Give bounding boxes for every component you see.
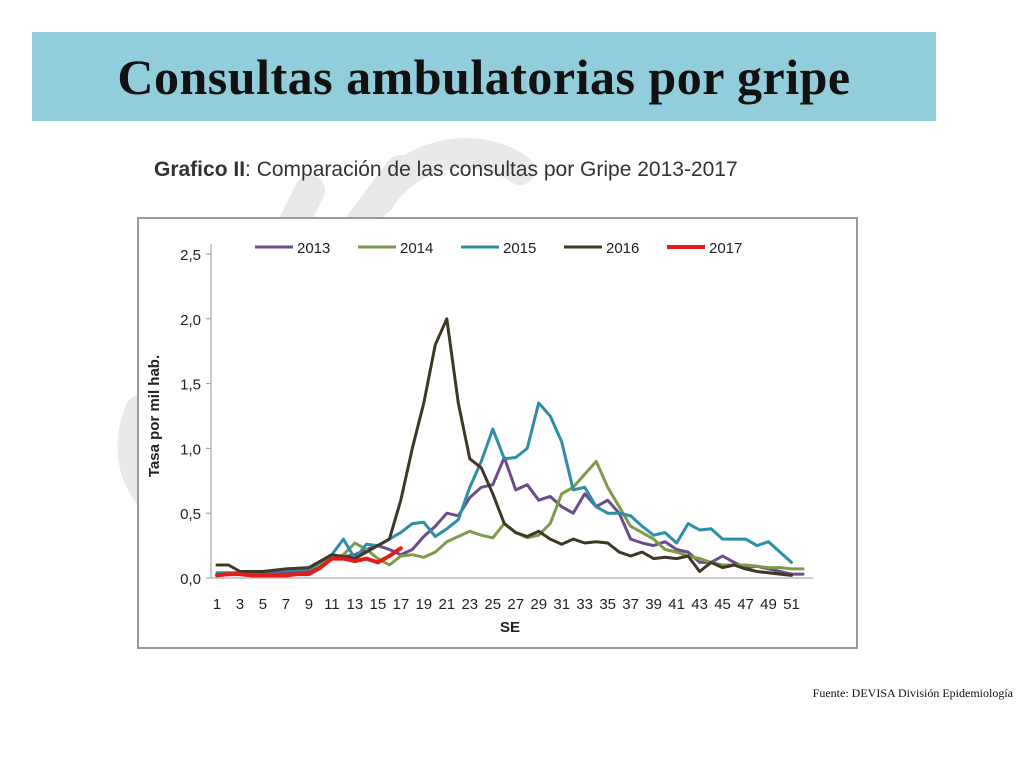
series-line-2013 bbox=[215, 456, 805, 577]
series-line-2016 bbox=[215, 317, 793, 577]
x-tick-label: 7 bbox=[282, 596, 290, 613]
x-tick-label: 45 bbox=[714, 596, 731, 613]
legend-label-2016: 2016 bbox=[606, 240, 639, 257]
x-tick-label: 33 bbox=[576, 596, 593, 613]
x-tick-label: 49 bbox=[760, 596, 777, 613]
x-tick-label: 23 bbox=[461, 596, 478, 613]
x-tick-label: 3 bbox=[236, 596, 244, 613]
x-tick-label: 1 bbox=[213, 596, 221, 613]
x-tick-label: 31 bbox=[553, 596, 570, 613]
x-tick-label: 15 bbox=[370, 596, 387, 613]
y-tick-label: 2,0 bbox=[180, 312, 201, 329]
x-tick-label: 39 bbox=[645, 596, 662, 613]
chart-heading-bold: Grafico II bbox=[154, 158, 246, 181]
x-tick-label: 5 bbox=[259, 596, 267, 613]
x-tick-label: 19 bbox=[415, 596, 432, 613]
x-axis-label: SE bbox=[500, 619, 520, 636]
line-chart: 0,00,51,01,52,02,51 3 5 7 9 11 13 15 17 19 21 23 25 2… bbox=[146, 240, 813, 636]
legend-label-2014: 2014 bbox=[400, 240, 433, 257]
y-tick-label: 0,5 bbox=[180, 506, 201, 523]
x-tick-label: 27 bbox=[507, 596, 524, 613]
series-line-2015 bbox=[215, 401, 793, 575]
y-tick-label: 1,5 bbox=[180, 377, 201, 394]
x-tick-label: 13 bbox=[347, 596, 364, 613]
x-tick-label: 43 bbox=[691, 596, 708, 613]
legend-label-2015: 2015 bbox=[503, 240, 536, 257]
x-tick-label: 37 bbox=[622, 596, 639, 613]
y-tick-label: 0,0 bbox=[180, 571, 201, 588]
slide-title: Consultas ambulatorias por gripe bbox=[117, 48, 851, 105]
chart-heading-rest: : Comparación de las consultas por Gripe… bbox=[245, 158, 738, 181]
x-tick-label: 9 bbox=[305, 596, 313, 613]
x-tick-label: 29 bbox=[530, 596, 547, 613]
x-tick-label: 25 bbox=[484, 596, 501, 613]
x-tick-label: 11 bbox=[324, 596, 340, 613]
x-tick-label: 47 bbox=[737, 596, 754, 613]
x-tick-label: 51 bbox=[783, 596, 800, 613]
y-tick-label: 2,5 bbox=[180, 247, 201, 264]
x-tick-label: 17 bbox=[392, 596, 409, 613]
y-tick-label: 1,0 bbox=[180, 441, 201, 458]
x-tick-label: 21 bbox=[438, 596, 455, 613]
x-tick-label: 41 bbox=[668, 596, 685, 613]
y-axis-label: Tasa por mil hab. bbox=[146, 355, 163, 477]
source-note: Fuente: DEVISA División Epidemiología bbox=[812, 686, 1013, 700]
series-line-2017 bbox=[215, 546, 403, 578]
chart-heading: Grafico II: Comparación de las consultas… bbox=[154, 158, 738, 182]
x-tick-label: 35 bbox=[599, 596, 616, 613]
series-line-2014 bbox=[215, 459, 805, 576]
legend-label-2013: 2013 bbox=[297, 240, 330, 257]
legend-label-2017: 2017 bbox=[709, 240, 742, 257]
title-banner: Consultas ambulatorias por gripe bbox=[32, 32, 936, 121]
